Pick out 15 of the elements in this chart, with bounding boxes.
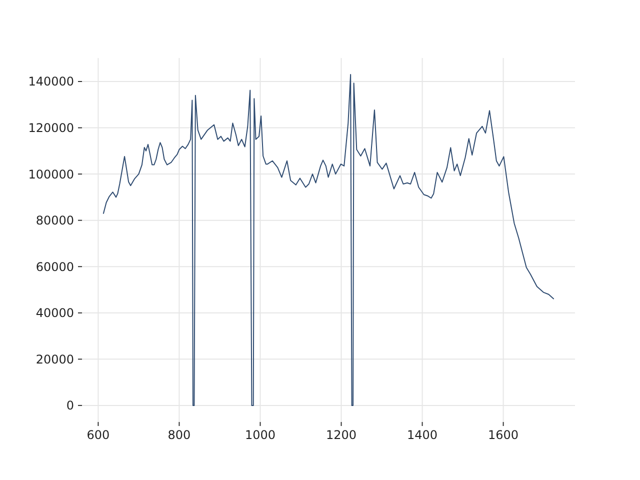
x-tick-label: 600 bbox=[86, 428, 110, 442]
y-tick-label: 40000 bbox=[36, 306, 74, 320]
x-tick-label: 1600 bbox=[488, 428, 519, 442]
y-tick-label: 20000 bbox=[36, 352, 74, 366]
x-tick-label: 1400 bbox=[407, 428, 438, 442]
y-tick-label: 140000 bbox=[28, 74, 74, 89]
y-tick-label: 80000 bbox=[36, 214, 74, 228]
x-tick-label: 1000 bbox=[244, 428, 276, 442]
y-tick-label: 100000 bbox=[28, 167, 74, 182]
x-tick-label: 800 bbox=[168, 428, 191, 442]
x-tick-label: 1200 bbox=[326, 428, 357, 442]
y-tick-label: 0 bbox=[66, 398, 74, 413]
line-series bbox=[102, 74, 554, 406]
y-tick-label: 120000 bbox=[28, 120, 74, 135]
y-tick-label: 60000 bbox=[36, 260, 74, 274]
